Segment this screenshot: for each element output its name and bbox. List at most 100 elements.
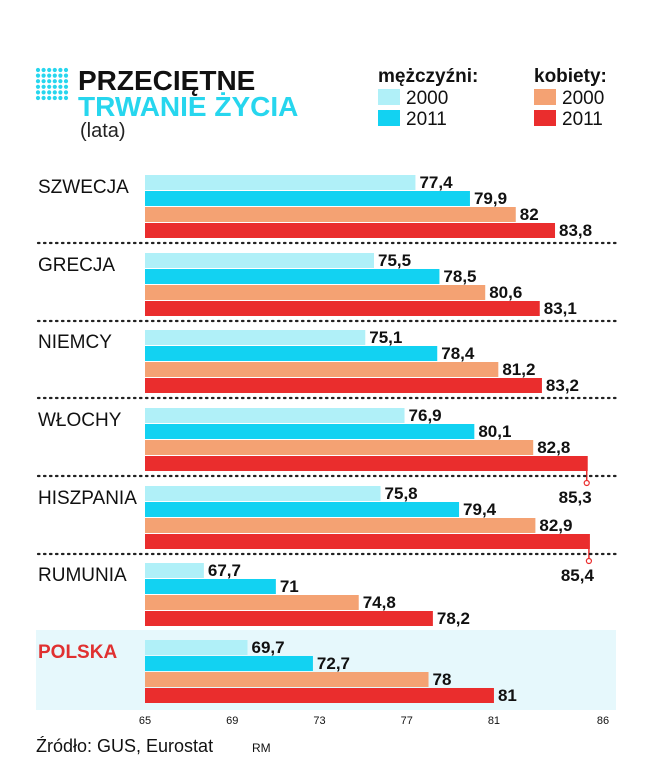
grid-icon-dot <box>58 73 63 78</box>
country-group-rumunia: RUMUNIA 67,7 71 74,8 78,2 <box>38 561 470 628</box>
grid-icon-dot <box>63 67 69 73</box>
grid-icon-dot <box>47 95 52 101</box>
country-label: POLSKA <box>38 642 117 663</box>
grid-icon-dot <box>47 79 52 84</box>
grid-icon-dot <box>63 79 69 84</box>
grid-icon-dot <box>52 95 57 101</box>
value-label: 77,4 <box>419 173 453 192</box>
x-tick-label: 73 <box>313 715 325 727</box>
value-label: 78,2 <box>437 609 470 628</box>
value-pointer-dot <box>583 479 590 487</box>
country-label: WŁOCHY <box>38 410 122 431</box>
grid-icon-dot <box>41 67 46 73</box>
grid-icon-dot <box>35 90 41 95</box>
bar-men-2011 <box>145 346 438 361</box>
bar-women-2000 <box>145 440 534 455</box>
value-label: 79,4 <box>463 500 497 519</box>
value-label: 78,5 <box>443 267 476 286</box>
bar-men-2000 <box>145 330 366 345</box>
bar-men-2000 <box>145 253 374 268</box>
bar-women-2000 <box>145 595 359 610</box>
grid-icon-dot <box>41 79 46 84</box>
grid-icon-dot <box>63 90 69 95</box>
bar-men-2011 <box>145 424 475 439</box>
value-label: 75,1 <box>369 328 402 347</box>
country-label: HISZPANIA <box>38 488 137 509</box>
bar-women-2000 <box>145 672 429 687</box>
grid-icon-dot <box>35 73 41 78</box>
value-label: 69,7 <box>252 638 285 657</box>
legend-label-women-2000: 2000 <box>562 88 604 109</box>
value-label: 82,9 <box>539 516 572 535</box>
value-label: 85,3 <box>559 488 592 507</box>
bar-men-2011 <box>145 269 440 284</box>
bar-women-2000 <box>145 362 499 377</box>
chart-title-line1: PRZECIĘTNE <box>78 65 255 96</box>
legend: mężczyźni: 2000 2011 kobiety: 2000 2011 <box>378 66 607 130</box>
country-group-szwecja: SZWECJA 77,4 79,9 82 83,8 <box>38 173 592 240</box>
bar-men-2011 <box>145 191 470 206</box>
grid-icon-dot <box>41 90 46 95</box>
author-credit: RM <box>252 741 271 755</box>
grid-icon-dot <box>35 79 41 84</box>
value-label: 80,6 <box>489 283 522 302</box>
grid-icon-dot <box>41 73 46 78</box>
grid-icon-dot <box>58 79 63 84</box>
grid-icon-dot <box>47 90 52 95</box>
grid-icon-dot <box>52 84 57 89</box>
grid-icon-dot <box>35 95 41 101</box>
grid-icon-dot <box>52 79 57 84</box>
bar-women-2000 <box>145 518 536 533</box>
value-label: 74,8 <box>363 593 396 612</box>
value-pointer-dot <box>585 557 593 565</box>
value-label: 83,1 <box>544 299 577 318</box>
value-label: 78 <box>433 670 452 689</box>
legend-swatch-women-2011 <box>534 110 556 126</box>
bar-women-2011 <box>145 611 433 626</box>
grid-icon-dot <box>35 67 41 73</box>
bar-women-2000 <box>145 285 486 300</box>
x-axis: 65 69 73 77 81 86 <box>139 715 609 727</box>
bar-men-2000 <box>145 486 381 501</box>
grid-icon-dot <box>63 84 69 89</box>
value-label: 75,5 <box>378 251 411 270</box>
x-tick-label: 86 <box>597 715 609 727</box>
plot-area: SZWECJA 77,4 79,9 82 83,8 GRECJA 75,5 78,5 80,6 8… <box>36 173 618 705</box>
legend-men-heading: mężczyźni: <box>378 66 478 87</box>
value-label: 71 <box>280 577 299 596</box>
value-label: 83,8 <box>559 221 592 240</box>
value-label: 75,8 <box>385 484 418 503</box>
grid-icon-dot <box>58 84 63 89</box>
grid-icon-dot <box>52 67 57 73</box>
x-tick-label: 81 <box>488 715 500 727</box>
grid-icon-dot <box>47 67 52 73</box>
country-label: RUMUNIA <box>38 565 127 586</box>
grid-icon-dot <box>47 73 52 78</box>
country-label: GRECJA <box>38 255 115 276</box>
value-label: 72,7 <box>317 654 350 673</box>
chart-unit: (lata) <box>80 120 126 142</box>
grid-icon-dot <box>41 95 46 101</box>
x-tick-label: 77 <box>401 715 413 727</box>
value-label: 82 <box>520 205 539 224</box>
bar-women-2011 <box>145 223 556 238</box>
grid-icon-dot <box>52 73 57 78</box>
country-group-polska: POLSKA 69,7 72,7 78 81 <box>38 638 517 705</box>
bar-men-2000 <box>145 175 416 190</box>
dot-grid-icon <box>35 67 69 101</box>
bar-men-2011 <box>145 502 460 517</box>
grid-icon-dot <box>47 84 52 89</box>
legend-women-heading: kobiety: <box>534 66 607 87</box>
value-label: 85,4 <box>561 566 595 585</box>
legend-label-men-2000: 2000 <box>406 88 448 109</box>
bar-men-2011 <box>145 656 313 671</box>
bar-men-2000 <box>145 640 248 655</box>
grid-icon-dot <box>41 84 46 89</box>
x-tick-label: 69 <box>226 715 238 727</box>
legend-swatch-men-2011 <box>378 110 400 126</box>
grid-icon-dot <box>52 90 57 95</box>
bar-men-2000 <box>145 408 405 423</box>
value-label: 82,8 <box>537 438 570 457</box>
x-tick-label: 65 <box>139 715 151 727</box>
